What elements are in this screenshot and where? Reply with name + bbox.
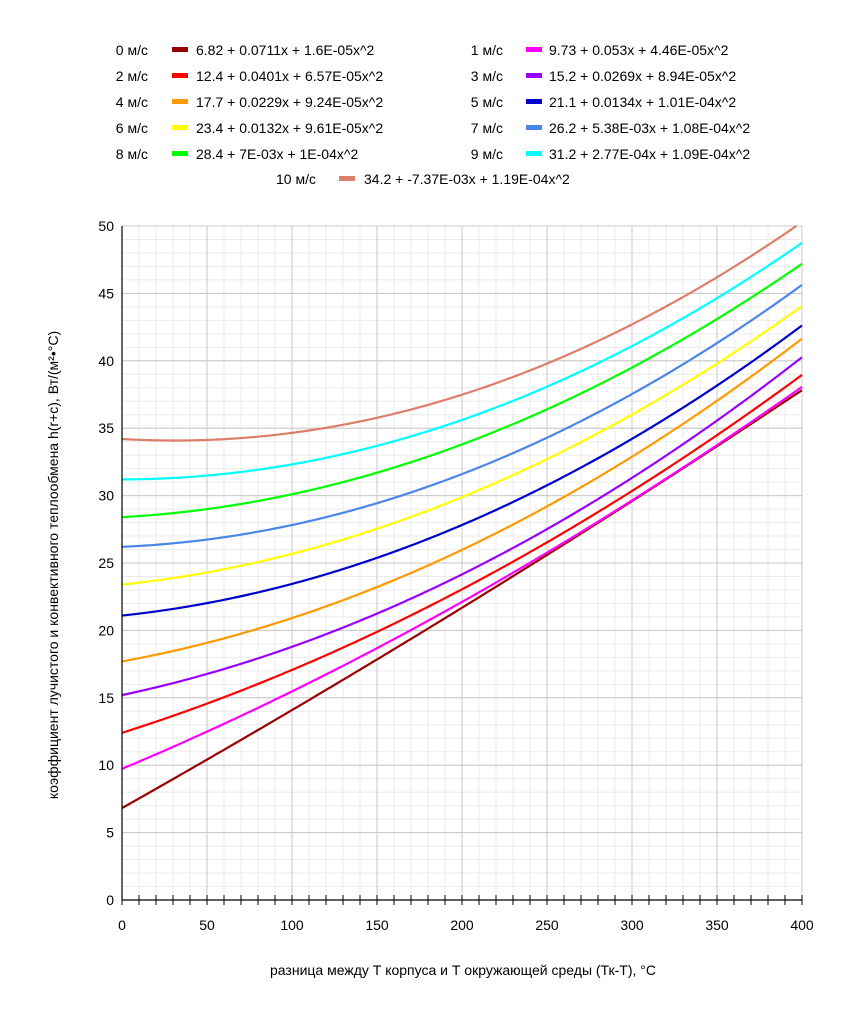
series-line xyxy=(121,225,798,442)
x-tick-label: 50 xyxy=(199,917,215,933)
y-tick-label: 15 xyxy=(98,690,114,706)
legend-item: 7 м/с 26.2 + 5.38E-03x + 1.08E-04x^2 xyxy=(471,120,751,136)
y-tick-label: 0 xyxy=(106,892,114,908)
legend-swatch xyxy=(172,125,188,130)
legend-item: 3 м/с 15.2 + 0.0269x + 8.94E-05x^2 xyxy=(471,68,737,84)
x-tick-label: 400 xyxy=(790,917,814,933)
legend-label: 0 м/с xyxy=(116,42,148,58)
legend-item: 1 м/с 9.73 + 0.053x + 4.46E-05x^2 xyxy=(471,42,729,58)
series-line xyxy=(121,241,803,481)
y-tick-label: 35 xyxy=(98,420,114,436)
y-tick-label: 5 xyxy=(106,825,114,841)
x-tick-label: 150 xyxy=(365,917,389,933)
legend-equation: 28.4 + 7E-03x + 1E-04x^2 xyxy=(196,146,358,162)
legend-swatch xyxy=(526,47,542,52)
x-tick-label: 0 xyxy=(118,917,126,933)
legend-swatch xyxy=(526,99,542,104)
legend: 0 м/с 6.82 + 0.0711x + 1.6E-05x^2 1 м/с 9.7… xyxy=(116,42,751,187)
legend-equation: 17.7 + 0.0229x + 9.24E-05x^2 xyxy=(196,94,383,110)
legend-label: 9 м/с xyxy=(471,146,503,162)
y-tick-label: 30 xyxy=(98,488,114,504)
legend-swatch xyxy=(172,73,188,78)
legend-swatch xyxy=(526,125,542,130)
legend-equation: 26.2 + 5.38E-03x + 1.08E-04x^2 xyxy=(549,120,750,136)
legend-item: 9 м/с 31.2 + 2.77E-04x + 1.09E-04x^2 xyxy=(471,146,751,162)
series-lines xyxy=(121,225,803,810)
y-tick-label: 45 xyxy=(98,285,114,301)
series-line xyxy=(121,356,803,697)
series-line xyxy=(121,385,803,770)
legend-item: 10 м/с 34.2 + -7.37E-03x + 1.19E-04x^2 xyxy=(276,171,570,187)
x-axis-title: разница между Т корпуса и Т окружающей с… xyxy=(270,962,656,978)
y-tick-label: 25 xyxy=(98,555,114,571)
y-tick-label: 20 xyxy=(98,622,114,638)
y-tick-label: 40 xyxy=(98,353,114,369)
x-tick-label: 100 xyxy=(280,917,304,933)
legend-swatch xyxy=(172,47,188,52)
y-tick-label: 50 xyxy=(98,218,114,234)
x-tick-label: 250 xyxy=(535,917,559,933)
legend-equation: 23.4 + 0.0132x + 9.61E-05x^2 xyxy=(196,120,383,136)
legend-equation: 9.73 + 0.053x + 4.46E-05x^2 xyxy=(549,42,729,58)
legend-item: 0 м/с 6.82 + 0.0711x + 1.6E-05x^2 xyxy=(116,42,375,58)
axes xyxy=(121,226,803,905)
legend-equation: 21.1 + 0.0134x + 1.01E-04x^2 xyxy=(549,94,736,110)
legend-label: 8 м/с xyxy=(116,146,148,162)
legend-equation: 31.2 + 2.77E-04x + 1.09E-04x^2 xyxy=(549,146,750,162)
legend-swatch xyxy=(526,151,542,156)
legend-swatch xyxy=(172,151,188,156)
legend-equation: 15.2 + 0.0269x + 8.94E-05x^2 xyxy=(549,68,736,84)
legend-label: 1 м/с xyxy=(471,42,503,58)
legend-swatch xyxy=(526,73,542,78)
series-line xyxy=(121,337,803,663)
legend-item: 2 м/с 12.4 + 0.0401x + 6.57E-05x^2 xyxy=(116,68,384,84)
legend-equation: 34.2 + -7.37E-03x + 1.19E-04x^2 xyxy=(364,171,570,187)
y-axis-title: коэффициент лучистого и конвективного те… xyxy=(45,331,61,799)
series-line xyxy=(121,262,803,519)
legend-label: 5 м/с xyxy=(471,94,503,110)
x-tick-label: 350 xyxy=(705,917,729,933)
series-line xyxy=(121,324,803,617)
legend-label: 7 м/с xyxy=(471,120,503,136)
series-line xyxy=(121,374,803,734)
legend-item: 6 м/с 23.4 + 0.0132x + 9.61E-05x^2 xyxy=(116,120,384,136)
legend-label: 4 м/с xyxy=(116,94,148,110)
y-tick-label: 10 xyxy=(98,757,114,773)
legend-label: 3 м/с xyxy=(471,68,503,84)
legend-label: 6 м/с xyxy=(116,120,148,136)
legend-swatch xyxy=(339,176,355,181)
legend-swatch xyxy=(172,99,188,104)
legend-label: 10 м/с xyxy=(276,171,316,187)
series-line xyxy=(121,283,803,548)
legend-equation: 6.82 + 0.0711x + 1.6E-05x^2 xyxy=(196,42,375,58)
legend-item: 5 м/с 21.1 + 0.0134x + 1.01E-04x^2 xyxy=(471,94,737,110)
legend-label: 2 м/с xyxy=(116,68,148,84)
series-line xyxy=(121,305,803,586)
legend-equation: 12.4 + 0.0401x + 6.57E-05x^2 xyxy=(196,68,383,84)
grid-major xyxy=(121,225,803,901)
x-tick-label: 300 xyxy=(620,917,644,933)
legend-item: 8 м/с 28.4 + 7E-03x + 1E-04x^2 xyxy=(116,146,359,162)
legend-item: 4 м/с 17.7 + 0.0229x + 9.24E-05x^2 xyxy=(116,94,384,110)
tick-labels: 0 50 100 150 200 250 300 350 400 0 5 10 15 20 25 30 35 40… xyxy=(98,218,813,933)
x-tick-label: 200 xyxy=(450,917,474,933)
